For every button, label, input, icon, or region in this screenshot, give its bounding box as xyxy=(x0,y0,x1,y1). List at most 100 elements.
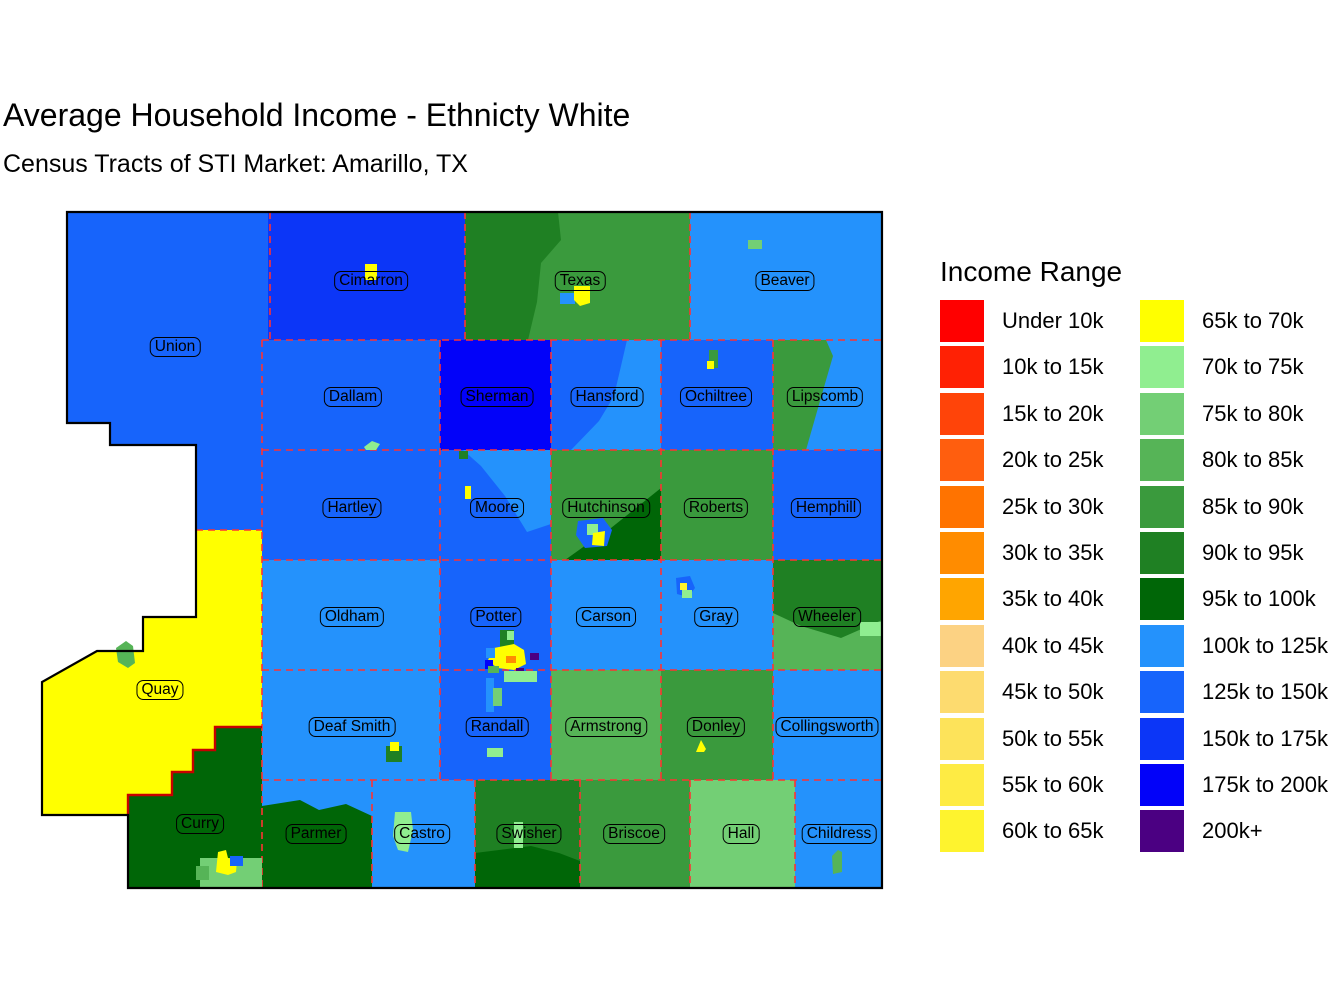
legend-item-label: 35k to 40k xyxy=(1002,586,1104,612)
county-label-gray: Gray xyxy=(694,607,738,627)
county-label-armstrong: Armstrong xyxy=(565,717,647,737)
county-boundaries-dashed xyxy=(196,212,882,888)
legend-swatch xyxy=(940,392,984,435)
legend-item: 95k to 100k xyxy=(1140,578,1340,621)
legend-item-label: 80k to 85k xyxy=(1202,447,1304,473)
county-quay xyxy=(42,530,262,815)
legend-swatch xyxy=(940,763,984,806)
legend-item-label: 65k to 70k xyxy=(1202,308,1304,333)
legend-item-label: 75k to 80k xyxy=(1202,400,1304,426)
boise-city-tract xyxy=(365,264,377,280)
county-label-hartley: Hartley xyxy=(322,498,382,518)
legend-item-label: 40k to 45k xyxy=(1002,632,1104,658)
county-label-swisher: Swisher xyxy=(496,824,562,844)
county-oldham xyxy=(262,560,440,670)
legend-item-label: 55k to 60k xyxy=(1002,771,1104,797)
legend-swatch xyxy=(1140,763,1184,806)
texas-west-tract xyxy=(465,212,561,340)
canyon-tract xyxy=(487,748,503,757)
legend-swatch xyxy=(940,810,984,853)
county-label-beaver: Beaver xyxy=(755,271,815,291)
childress-city-tract xyxy=(832,850,842,874)
county-label-donley: Donley xyxy=(686,717,746,737)
legend-swatch xyxy=(1140,300,1184,342)
legend-title: Income Range xyxy=(940,256,1123,287)
county-label-union: Union xyxy=(149,337,201,357)
parmer-south-tract xyxy=(262,800,372,888)
county-label-carson: Carson xyxy=(576,607,636,627)
amarillo-lightblue-tract xyxy=(486,648,495,658)
county-label-hemphill: Hemphill xyxy=(790,498,862,518)
legend-swatch xyxy=(940,717,984,760)
legend-swatch xyxy=(1140,392,1184,435)
pampa-yellow-tract xyxy=(680,583,687,590)
legend-swatch xyxy=(940,578,984,621)
hereford-yellow-tract xyxy=(390,742,399,751)
market-boundary xyxy=(40,210,884,890)
county-fills xyxy=(42,212,882,888)
legend-item-label: 200k+ xyxy=(1202,818,1263,844)
tucumcari-tract xyxy=(116,641,135,668)
legend-item: 55k to 60k xyxy=(940,763,1140,806)
moore-northeast-tract xyxy=(463,450,551,532)
legend-item: 85k to 90k xyxy=(1140,485,1340,528)
legend-item: 80k to 85k xyxy=(1140,439,1340,482)
legend-swatch xyxy=(1140,531,1184,574)
legend-item-label: 85k to 90k xyxy=(1202,493,1304,519)
city-tract-specks xyxy=(116,240,882,888)
legend-swatch xyxy=(1140,485,1184,528)
legend-item: 45k to 50k xyxy=(940,671,1140,714)
dumas-green-tract xyxy=(459,451,468,459)
county-collingsworth xyxy=(773,670,882,780)
randall-lightblue-bar-tract xyxy=(486,678,494,712)
legend-item: 25k to 30k xyxy=(940,485,1140,528)
county-label-oldham: Oldham xyxy=(319,607,385,627)
legend-swatch xyxy=(940,531,984,574)
legend-item-label: 60k to 65k xyxy=(1002,818,1104,844)
legend-item: 150k to 175k xyxy=(1140,717,1340,760)
legend-swatch xyxy=(1140,346,1184,389)
legend-item: 10k to 15k xyxy=(940,346,1140,389)
legend-item-label: 30k to 35k xyxy=(1002,539,1104,565)
clovis-green-tract xyxy=(196,866,209,880)
amarillo-green-west-tract xyxy=(488,666,499,673)
legend-item-label: 70k to 75k xyxy=(1202,354,1304,380)
county-label-ochiltree: Ochiltree xyxy=(679,387,753,407)
legend-swatch xyxy=(1140,578,1184,621)
legend-item-label: 10k to 15k xyxy=(1002,354,1104,380)
amarillo-orange-tract xyxy=(506,656,516,663)
county-hartley xyxy=(262,450,440,560)
county-label-castro: Castro xyxy=(394,824,450,844)
county-label-briscoe: Briscoe xyxy=(603,824,665,844)
legend-swatch xyxy=(1140,717,1184,760)
legend-item: Under 10k xyxy=(940,300,1140,342)
legend-item-label: 90k to 95k xyxy=(1202,539,1304,565)
county-randall xyxy=(440,670,551,780)
beaver-town-tract xyxy=(748,240,762,249)
county-label-parmer: Parmer xyxy=(285,824,347,844)
legend-column-low: Under 10k 10k to 15k 15k to 20k 20k to 2… xyxy=(940,300,1140,857)
county-label-cimarron: Cimarron xyxy=(334,271,408,291)
dumas-yellow-tract xyxy=(465,486,471,499)
perryton-yellow-tract xyxy=(707,361,714,369)
perryton-green-tract xyxy=(709,350,718,368)
county-label-wheeler: Wheeler xyxy=(793,607,861,627)
legend-swatch xyxy=(940,485,984,528)
guymon-blue-tract xyxy=(560,293,575,304)
tulia-tract xyxy=(514,822,523,848)
county-label-collingsworth: Collingsworth xyxy=(775,717,879,737)
legend-item-label: 25k to 30k xyxy=(1002,493,1104,519)
legend-item: 200k+ xyxy=(1140,810,1340,853)
legend-item-label: 150k to 175k xyxy=(1202,725,1328,751)
legend-item-label: 15k to 20k xyxy=(1002,400,1104,426)
legend-item: 60k to 65k xyxy=(940,810,1140,853)
county-label-deaf-smith: Deaf Smith xyxy=(308,717,396,737)
legend-item: 65k to 70k xyxy=(1140,300,1340,342)
county-label-hansford: Hansford xyxy=(570,387,644,407)
clovis-yellow-tract xyxy=(216,850,237,875)
legend-swatch xyxy=(940,624,984,667)
legend-swatch xyxy=(940,300,984,342)
county-curry xyxy=(128,727,262,888)
legend-item-label: 45k to 50k xyxy=(1002,679,1104,705)
